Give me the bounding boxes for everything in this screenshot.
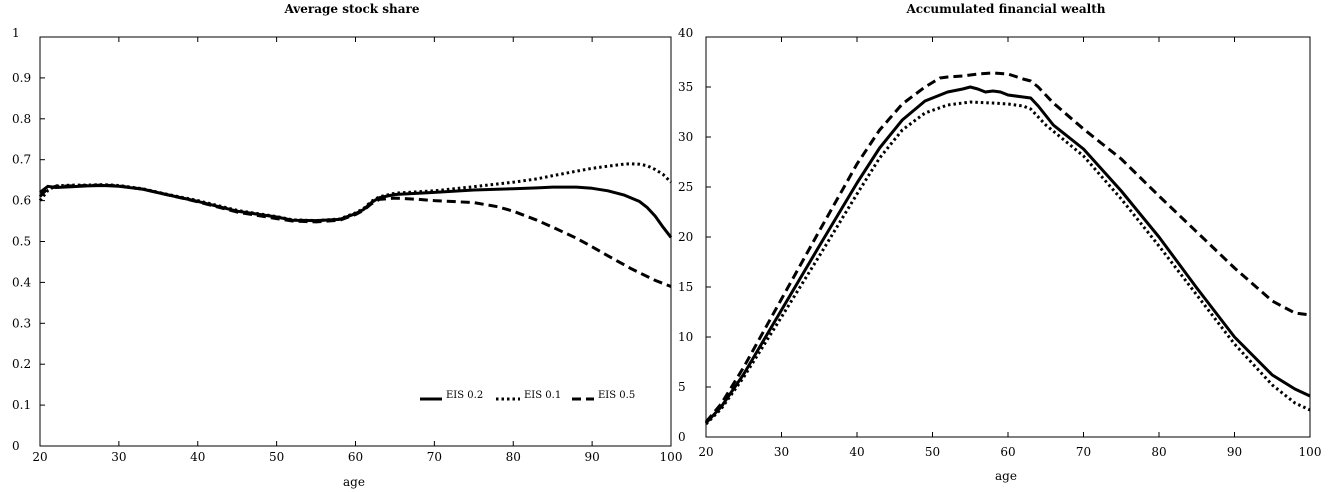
left-x-tick-label: 60 <box>348 450 363 464</box>
right-y-tick-label: 25 <box>678 180 693 194</box>
right-x-tick-label: 50 <box>925 445 940 459</box>
right-y-tick-label: 40 <box>678 26 693 40</box>
left-series-lines <box>38 162 673 288</box>
left-y-tick-label: 0.7 <box>12 153 31 167</box>
right-x-tick-label: 40 <box>849 445 864 459</box>
left-y-tick-label: 0 <box>12 439 20 453</box>
right-y-tick-label: 35 <box>678 80 693 94</box>
right-y-axis: 0 5 10 15 20 25 30 35 40 <box>678 26 711 444</box>
right-y-tick-label: 15 <box>678 280 693 294</box>
legend-label-eis-0-2: EIS 0.2 <box>446 390 483 401</box>
right-x-tick-label: 30 <box>774 445 789 459</box>
right-y-tick-label: 10 <box>678 330 693 344</box>
right-y-tick-label: 5 <box>678 380 686 394</box>
left-x-tick-label: 30 <box>111 450 126 464</box>
right-plot-frame <box>705 36 1311 438</box>
left-x-axis-label: age <box>343 475 365 489</box>
right-series-line-eis-0-1 <box>704 100 1311 426</box>
right-x-tick-label: 100 <box>1299 445 1322 459</box>
left-y-tick-label: 0.2 <box>12 357 31 371</box>
left-x-tick-label: 40 <box>190 450 205 464</box>
left-y-tick-label: 0.3 <box>12 316 31 330</box>
left-series-line-eis-0-5 <box>38 183 672 288</box>
right-y-tick-label: 0 <box>678 430 686 444</box>
right-series-line-eis-0-5 <box>704 71 1311 423</box>
right-x-tick-label: 90 <box>1227 445 1242 459</box>
left-y-axis: 0 0.1 0.2 0.3 0.4 0.5 0.6 0.7 0.8 0.9 1 <box>12 26 45 453</box>
left-chart-title: Average stock share <box>283 2 419 16</box>
left-x-tick-label: 70 <box>427 450 442 464</box>
left-y-tick-label: 0.6 <box>12 194 31 208</box>
legend: EIS 0.2 EIS 0.1 EIS 0.5 <box>420 390 635 401</box>
left-x-tick-label: 90 <box>584 450 599 464</box>
left-y-tick-label: 0.5 <box>12 235 31 249</box>
right-y-tick-label: 30 <box>678 130 693 144</box>
left-y-tick-label: 0.9 <box>12 71 31 85</box>
right-x-axis: 20 30 40 50 60 70 80 90 100 <box>698 37 1321 459</box>
right-x-axis-label: age <box>995 469 1017 483</box>
right-chart-title: Accumulated financial wealth <box>905 2 1105 16</box>
left-x-tick-label: 20 <box>32 450 47 464</box>
right-x-tick-label: 20 <box>698 445 713 459</box>
left-x-axis: 20 30 40 50 60 70 80 90 100 <box>32 37 682 464</box>
left-series-line-eis-0-1 <box>38 162 673 223</box>
left-chart-panel: Average stock share 00.10.20.30.40.50.60… <box>12 2 682 489</box>
left-x-tick-label: 100 <box>660 450 683 464</box>
right-x-tick-label: 70 <box>1076 445 1091 459</box>
right-series-lines <box>704 71 1311 426</box>
left-x-tick-label: 80 <box>506 450 521 464</box>
left-plot-frame <box>39 36 672 447</box>
right-series-line-eis-0-2 <box>704 85 1311 425</box>
right-chart-panel: Accumulated financial wealth 0 5 10 15 20 25 3… <box>678 2 1321 483</box>
right-y-tick-label: 20 <box>678 230 693 244</box>
left-series-line-eis-0-2 <box>39 184 673 239</box>
left-y-tick-label: 0.1 <box>12 398 31 412</box>
left-x-tick-label: 50 <box>269 450 284 464</box>
right-x-tick-label: 80 <box>1151 445 1166 459</box>
right-x-tick-label: 60 <box>1000 445 1015 459</box>
left-y-tick-label: 0.4 <box>12 275 31 289</box>
legend-label-eis-0-5: EIS 0.5 <box>598 390 635 401</box>
left-y-tick-label: 0.8 <box>12 112 31 126</box>
left-y-tick-label: 1 <box>12 26 20 40</box>
legend-label-eis-0-1: EIS 0.1 <box>524 390 561 401</box>
